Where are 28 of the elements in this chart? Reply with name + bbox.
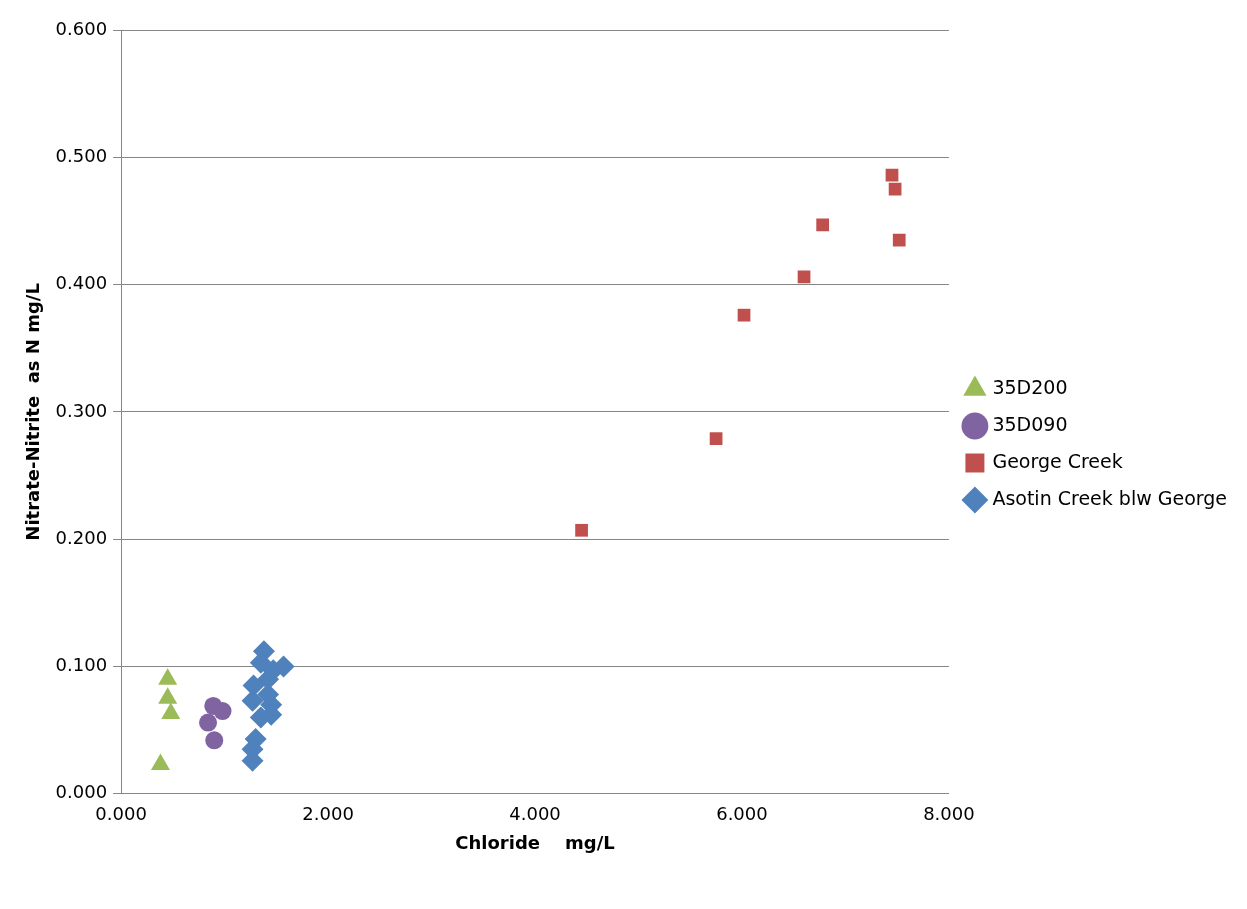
point [575,523,588,537]
y-tick-label: 0.400 [55,272,108,294]
point [892,233,906,247]
point [241,689,264,712]
y-axis-title: Nitrate-Nitrite as N mg/L [22,283,44,541]
point [816,218,830,232]
legend-label: 35D200 [992,375,1068,398]
point [199,713,218,732]
legend-label: Asotin Creek blw George [992,486,1228,509]
point [213,702,232,721]
legend-label: 35D090 [992,412,1068,435]
y-tick-label: 0.000 [55,781,108,803]
x-tick-label: 8.000 [923,803,975,825]
point [242,674,265,697]
x-tick-label: 4.000 [509,803,561,825]
y-tick-label: 0.500 [55,144,108,166]
point [709,432,723,445]
x-axis-title: Chloride mg/L [455,831,615,853]
point [205,731,224,750]
y-tick-label: 0.600 [55,17,108,39]
legend-label: George Creek [992,449,1123,472]
y-tick-label: 0.300 [55,399,108,421]
y-tick-label: 0.100 [55,654,108,676]
y-tick-label: 0.200 [55,526,108,548]
x-tick-label: 2.000 [302,803,354,825]
x-tick-label: 0.000 [95,803,147,825]
point [737,308,751,322]
x-tick-label: 6.000 [716,803,768,825]
